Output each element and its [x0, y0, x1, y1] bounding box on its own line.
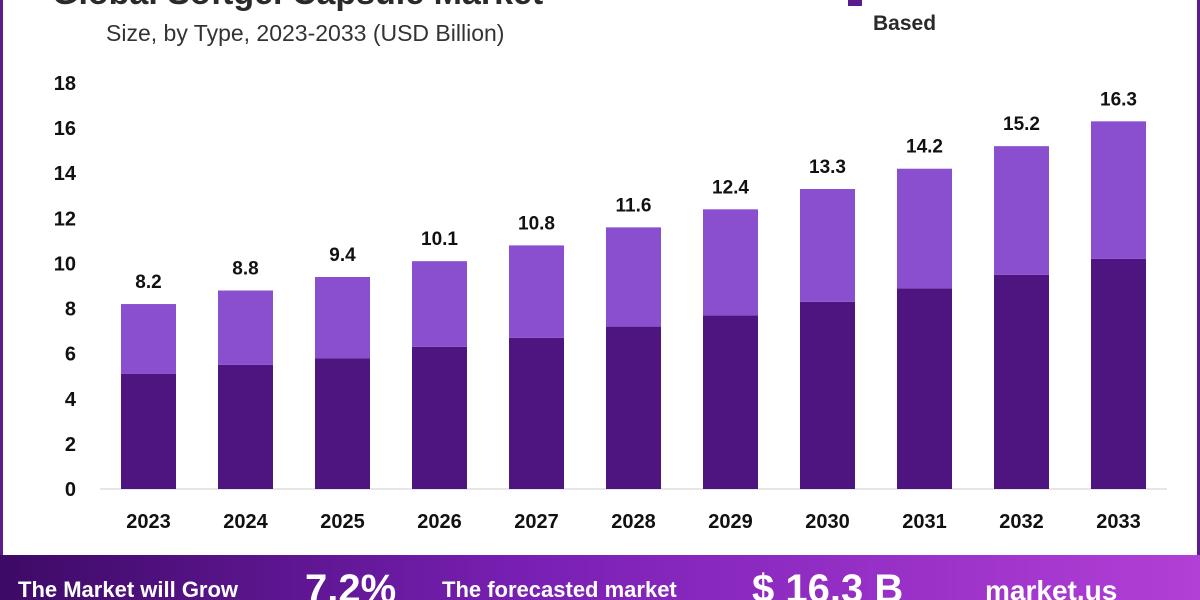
x-tick-label-2025: 2025	[320, 511, 365, 533]
data-label-2029: 12.4	[712, 177, 749, 198]
x-tick-label-2023: 2023	[126, 511, 171, 533]
y-tick-label: 18	[54, 73, 76, 95]
bar-segment-2025-2	[315, 276, 370, 359]
bar-segment-2023-1	[121, 373, 176, 489]
footer-cagr-value: 7.2%	[305, 567, 397, 600]
bar-segment-2026-1	[412, 346, 467, 489]
bar-segment-2033-1	[1091, 258, 1146, 489]
y-tick-label: 6	[65, 344, 76, 366]
y-tick-label: 0	[65, 479, 76, 501]
bars-group	[121, 121, 1146, 489]
data-label-2027: 10.8	[518, 213, 555, 234]
frame-left-border	[0, 0, 3, 555]
bar-segment-2032-2	[994, 146, 1049, 275]
data-label-2030: 13.3	[809, 157, 846, 178]
footer-forecast-text: The forecasted market	[442, 577, 677, 600]
footer-market-value: $ 16.3 B	[752, 567, 904, 600]
chart-subtitle: Size, by Type, 2023-2033 (USD Billion)	[106, 20, 505, 46]
data-label-2023: 8.2	[135, 272, 161, 293]
bar-segment-2032-1	[994, 274, 1049, 489]
x-tick-label-2033: 2033	[1096, 511, 1141, 533]
data-labels: 8.2 8.8 9.4 10.1 10.8 11.6 12.4 13.3 14.2 15.2 16.…	[135, 89, 1137, 293]
bar-segment-2026-2	[412, 261, 467, 347]
bar-segment-2024-2	[218, 290, 273, 365]
bar-segment-2029-1	[703, 315, 758, 489]
bar-segment-2027-2	[509, 245, 564, 338]
x-tick-label-2028: 2028	[611, 511, 656, 533]
footer-grow-text: The Market will Grow	[18, 577, 239, 600]
bar-segment-2030-1	[800, 301, 855, 489]
y-tick-label: 16	[54, 118, 76, 140]
data-label-2032: 15.2	[1003, 114, 1040, 135]
data-label-2026: 10.1	[421, 229, 458, 250]
y-tick-label: 12	[54, 208, 76, 230]
y-axis-ticks: 0 2 4 6 8 10 12 14 16 18	[54, 73, 77, 501]
bar-chart: 0 2 4 6 8 10 12 14 16 18 2023 2024 2025 2026 2027 2028…	[54, 73, 1167, 533]
data-label-2031: 14.2	[906, 137, 943, 158]
footer-banner: The Market will Grow 7.2% The forecasted…	[0, 555, 1200, 600]
data-label-2033: 16.3	[1100, 89, 1137, 110]
x-tick-label-2029: 2029	[708, 511, 753, 533]
y-tick-label: 14	[54, 163, 77, 185]
bar-segment-2025-1	[315, 358, 370, 489]
x-tick-label-2027: 2027	[514, 511, 559, 533]
x-tick-label-2032: 2032	[999, 511, 1044, 533]
x-tick-label-2030: 2030	[805, 511, 850, 533]
data-label-2028: 11.6	[616, 195, 652, 216]
bar-segment-2028-2	[606, 227, 661, 327]
data-label-2024: 8.8	[232, 259, 258, 280]
brand-logo-text: market.us	[985, 575, 1118, 600]
bar-segment-2024-1	[218, 364, 273, 489]
x-tick-label-2031: 2031	[902, 511, 947, 533]
y-tick-label: 2	[65, 434, 76, 456]
x-tick-label-2024: 2024	[223, 511, 268, 533]
y-tick-label: 8	[65, 299, 76, 321]
y-tick-label: 4	[65, 389, 77, 411]
x-axis-ticks: 2023 2024 2025 2026 2027 2028 2029 2030 2031 2032…	[126, 511, 1141, 533]
bar-segment-2031-2	[897, 168, 952, 289]
bar-segment-2027-1	[509, 337, 564, 489]
legend-swatch	[848, 0, 862, 6]
y-tick-label: 10	[54, 253, 76, 275]
data-label-2025: 9.4	[329, 245, 356, 266]
bar-segment-2033-2	[1091, 121, 1146, 259]
bar-segment-2029-2	[703, 209, 758, 316]
legend-entry: Based	[873, 12, 937, 35]
chart-title: Global Softgel Capsule Market	[52, 0, 543, 13]
bar-segment-2030-2	[800, 189, 855, 302]
bar-segment-2028-1	[606, 326, 661, 489]
bar-segment-2023-2	[121, 304, 176, 374]
x-tick-label-2026: 2026	[417, 511, 462, 533]
bar-segment-2031-1	[897, 288, 952, 489]
frame-right-border	[1197, 0, 1200, 555]
